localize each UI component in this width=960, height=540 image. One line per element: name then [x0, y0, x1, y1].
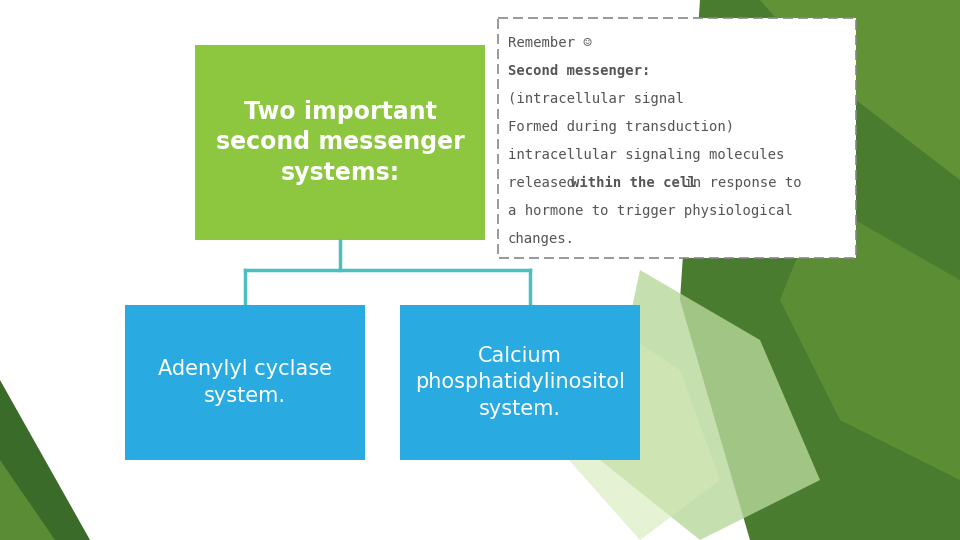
Text: Remember ☺: Remember ☺ — [508, 36, 591, 50]
Text: intracellular signaling molecules: intracellular signaling molecules — [508, 148, 784, 162]
Text: Second messenger:: Second messenger: — [508, 64, 650, 78]
FancyBboxPatch shape — [125, 305, 365, 460]
Text: changes.: changes. — [508, 232, 575, 246]
Text: released: released — [508, 176, 584, 190]
Polygon shape — [0, 380, 90, 540]
Text: Adenylyl cyclase
system.: Adenylyl cyclase system. — [158, 359, 332, 406]
Polygon shape — [780, 200, 960, 480]
Polygon shape — [600, 270, 820, 540]
Text: Calcium
phosphatidylinositol
system.: Calcium phosphatidylinositol system. — [415, 346, 625, 419]
Polygon shape — [680, 0, 960, 540]
Text: Two important
second messenger
systems:: Two important second messenger systems: — [216, 100, 465, 185]
FancyBboxPatch shape — [195, 45, 485, 240]
Text: a hormone to trigger physiological: a hormone to trigger physiological — [508, 204, 793, 218]
Text: within the cell: within the cell — [571, 176, 697, 190]
FancyBboxPatch shape — [400, 305, 640, 460]
FancyBboxPatch shape — [498, 18, 856, 258]
Polygon shape — [760, 0, 960, 180]
Text: in response to: in response to — [676, 176, 802, 190]
Text: Formed during transduction): Formed during transduction) — [508, 120, 734, 134]
Polygon shape — [0, 460, 55, 540]
Polygon shape — [560, 310, 720, 540]
Text: (intracellular signal: (intracellular signal — [508, 92, 684, 106]
